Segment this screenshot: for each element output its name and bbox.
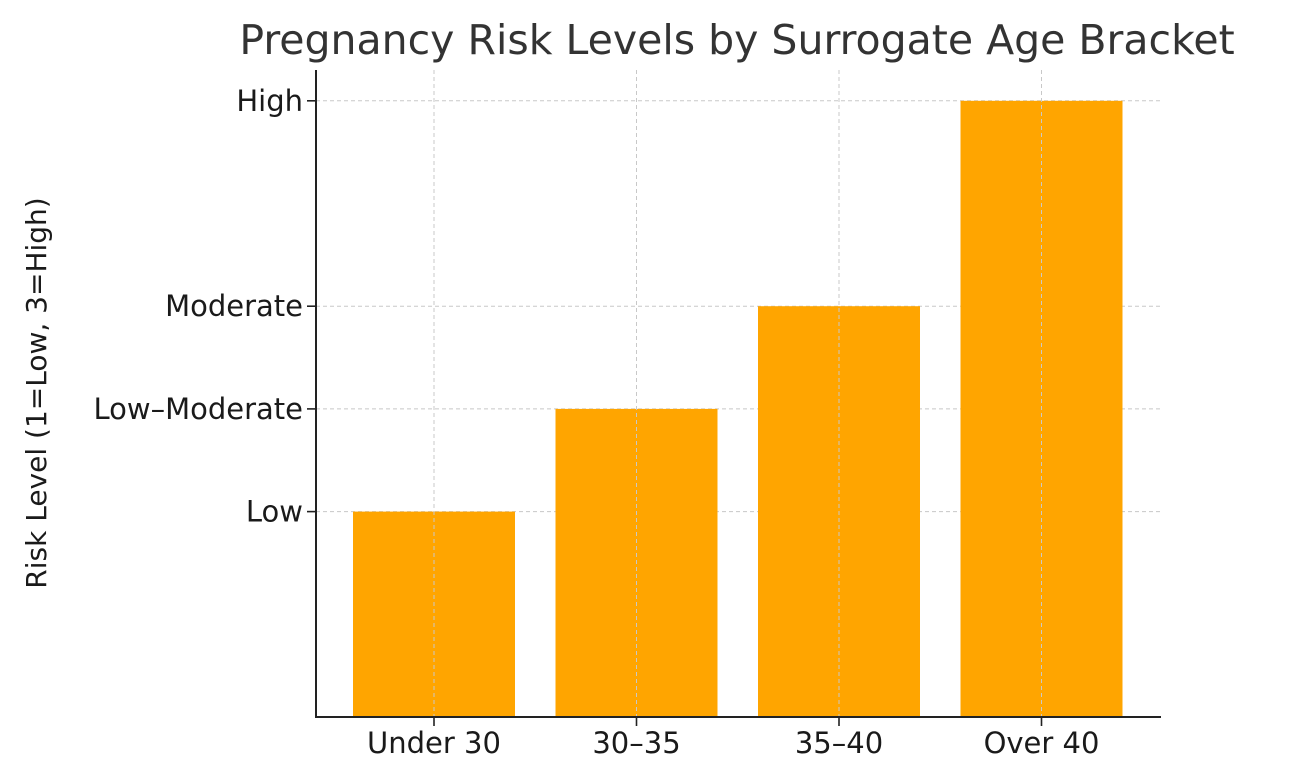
x-grid-layer	[433, 70, 1042, 717]
x-tick-label: 35–40	[795, 726, 883, 760]
chart-title: Pregnancy Risk Levels by Surrogate Age B…	[239, 16, 1234, 64]
y-tick-label: High	[236, 84, 303, 118]
y-tick-label: Moderate	[165, 289, 303, 323]
x-tick-label: Under 30	[367, 726, 501, 760]
y-tick-label: Low	[246, 495, 303, 529]
y-tick-label: Low–Moderate	[93, 392, 303, 426]
axis-layer	[315, 70, 1161, 718]
y-axis-title: Risk Level (1=Low, 3=High)	[20, 197, 53, 588]
x-tick-label: Over 40	[984, 726, 1100, 760]
x-tick-label: 30–35	[592, 726, 680, 760]
tick-layer: Low Low–Moderate Moderate High Under 30 30–35…	[93, 84, 1099, 760]
